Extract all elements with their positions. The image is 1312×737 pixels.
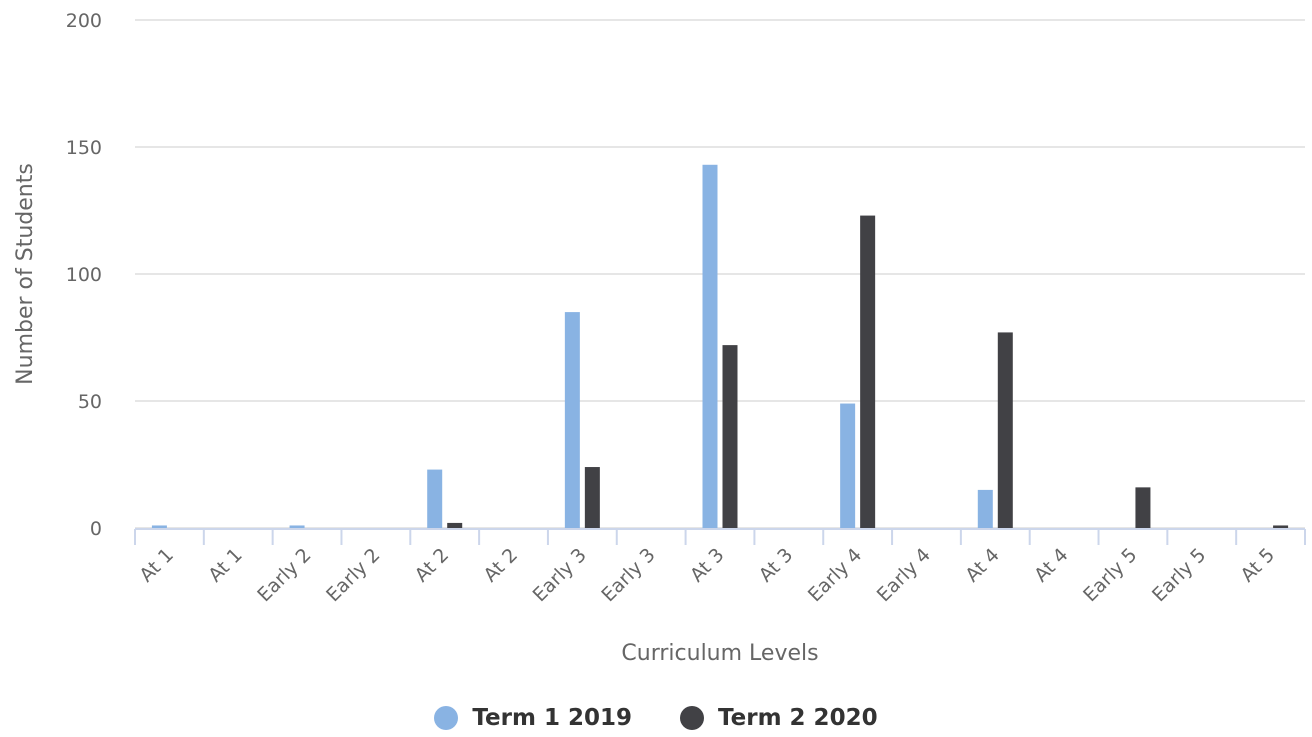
legend-label: Term 1 2019 <box>472 705 632 731</box>
legend-marker-icon <box>680 706 704 730</box>
bar-term-1-2019[interactable] <box>977 489 993 528</box>
x-tick-label: At 3 <box>755 544 798 587</box>
x-tick-label: Early 4 <box>804 544 866 606</box>
bar-term-2-2020[interactable] <box>722 345 738 528</box>
legend-marker-icon <box>434 706 459 730</box>
x-tick-label: Early 3 <box>529 544 591 606</box>
x-axis-tick-labels: At 1 At 1 Early 2 Early 2 At 2 At 2 Early 3 Ear… <box>135 544 1279 606</box>
gridlines <box>135 19 1305 529</box>
bar-term-2-2020[interactable] <box>1135 487 1151 528</box>
bar-term-1-2019[interactable] <box>289 525 305 528</box>
x-tick-label: At 2 <box>479 544 522 587</box>
y-tick-label: 100 <box>66 264 102 286</box>
bar-term-1-2019[interactable] <box>564 312 580 528</box>
bars <box>151 164 1289 528</box>
bar-term-1-2019[interactable] <box>840 403 856 528</box>
bar-term-1-2019[interactable] <box>702 164 718 528</box>
x-tick-label: At 5 <box>1237 544 1280 587</box>
x-tick-label: At 1 <box>135 544 178 587</box>
bar-term-2-2020[interactable] <box>447 522 463 528</box>
x-tick-label: At 2 <box>411 544 454 587</box>
legend: Term 1 2019 Term 2 2020 <box>0 700 1312 736</box>
x-tick-label: At 1 <box>204 544 247 587</box>
x-tick-label: Early 2 <box>322 544 384 606</box>
x-axis-title: Curriculum Levels <box>621 641 818 666</box>
y-tick-label: 150 <box>66 137 102 159</box>
y-tick-label: 0 <box>90 518 102 540</box>
legend-item-term-1-2019[interactable]: Term 1 2019 <box>434 705 632 731</box>
bar-term-2-2020[interactable] <box>997 332 1013 528</box>
bar-term-1-2019[interactable] <box>427 469 443 528</box>
legend-label: Term 2 2020 <box>718 705 878 731</box>
x-axis <box>134 528 1306 545</box>
y-axis-tick-labels: 0 50 100 150 200 <box>66 10 102 540</box>
bar-term-2-2020[interactable] <box>1273 525 1289 528</box>
x-tick-label: Early 3 <box>597 544 659 606</box>
x-tick-label: At 3 <box>686 544 729 587</box>
x-tick-label: Early 2 <box>253 544 315 606</box>
x-tick-label: Early 4 <box>873 544 935 606</box>
bar-term-2-2020[interactable] <box>584 467 600 528</box>
legend-item-term-2-2020[interactable]: Term 2 2020 <box>680 705 878 731</box>
bar-term-2-2020[interactable] <box>860 215 876 528</box>
y-axis-title: Number of Students <box>13 163 38 385</box>
y-tick-label: 50 <box>78 391 102 413</box>
bar-term-1-2019[interactable] <box>151 525 167 528</box>
x-tick-label: Early 5 <box>1148 544 1210 606</box>
x-tick-label: At 4 <box>961 544 1004 587</box>
y-tick-label: 200 <box>66 10 102 32</box>
x-tick-label: Early 5 <box>1079 544 1141 606</box>
x-tick-label: At 4 <box>1030 544 1073 587</box>
